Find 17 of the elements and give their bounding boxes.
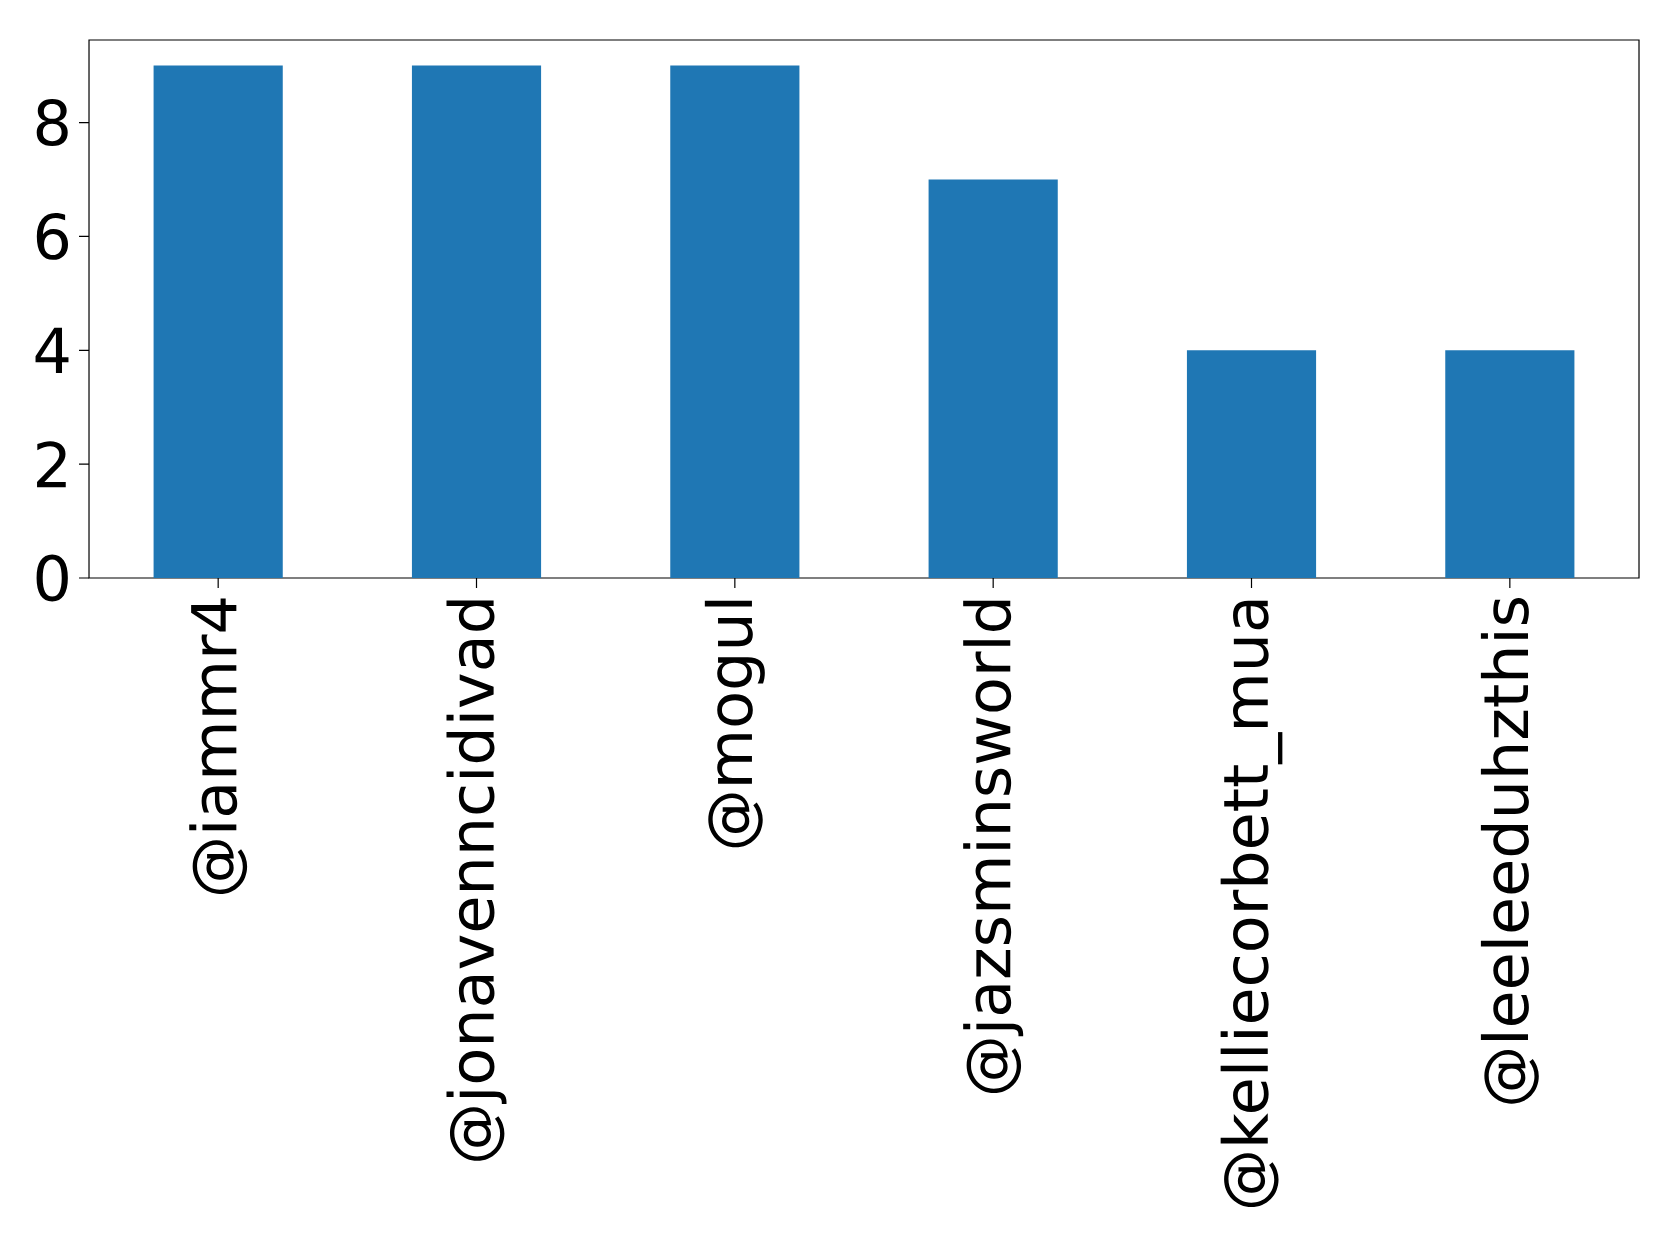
- y-tick-label: 6: [36, 212, 69, 260]
- x-tick-label: @kelliecorbett_mua: [1220, 600, 1283, 1207]
- x-tick-label: @jonavenncidivad: [446, 600, 507, 1161]
- bar: [1445, 350, 1575, 578]
- x-tick-label: @leeleeduhzthis: [1480, 598, 1539, 1104]
- bar: [411, 65, 542, 578]
- bar: [153, 65, 283, 578]
- x-tick-label: @jazsminsworld: [963, 600, 1024, 1093]
- x-tick-label: @mogul: [704, 600, 765, 848]
- y-tick-label: 8: [36, 99, 68, 146]
- y-tick-label: 4: [35, 327, 69, 373]
- bar: [1186, 350, 1317, 578]
- bar: [928, 179, 1058, 578]
- x-tick-label: @iammr4: [189, 598, 248, 894]
- y-tick-label: 0: [36, 554, 68, 602]
- y-tick-label: 2: [37, 441, 66, 488]
- bar: [670, 65, 800, 578]
